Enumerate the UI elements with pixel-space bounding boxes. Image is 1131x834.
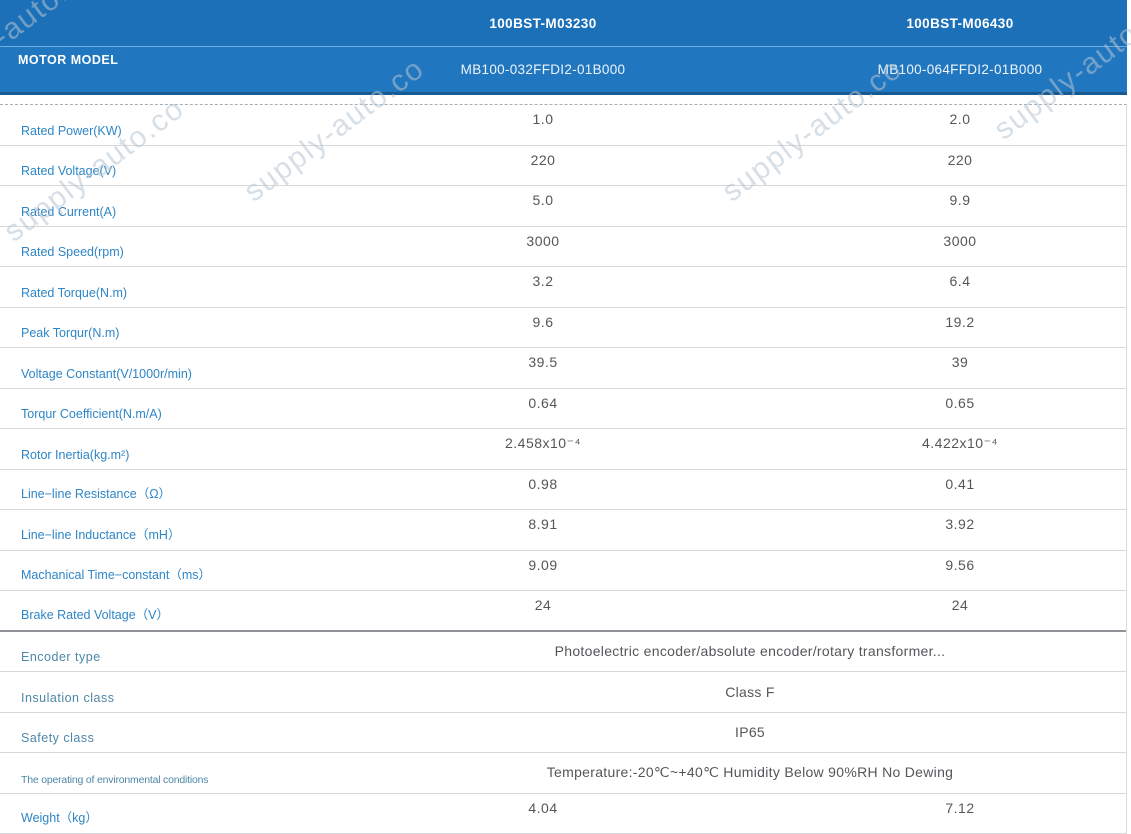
row-value-col2: 4.422x10⁻⁴ <box>921 435 998 451</box>
table-row: Line−line Resistance（Ω） 0.98 0.41 <box>0 470 1126 510</box>
row-label: Brake Rated Voltage（V） <box>21 607 169 622</box>
table-row: Machanical Time−constant（ms） 9.09 9.56 <box>0 551 1126 591</box>
row-value-col2: 0.65 <box>945 394 975 411</box>
table-row: Line−line Inductance（mH） 8.91 3.92 <box>0 510 1126 551</box>
table-row: Weight（kg） 4.04 7.12 <box>0 794 1126 834</box>
row-value-col2: 9.56 <box>945 556 975 573</box>
row-value-col1: 9.6 <box>532 313 554 330</box>
row-label: Machanical Time−constant（ms） <box>21 568 212 582</box>
table-row: Safety class IP65 <box>0 713 1126 753</box>
table-row: Encoder type Photoelectric encoder/absolu… <box>0 632 1126 672</box>
row-value-col2: 24 <box>951 597 969 613</box>
row-value-col2: 9.9 <box>949 192 971 208</box>
table-row: The operating of environmental condition… <box>0 753 1126 794</box>
row-label: Torqur Coefficient(N.m/A) <box>21 407 162 421</box>
motor-model-header-label: MOTOR MODEL <box>18 53 119 67</box>
row-label: Rated Current(A) <box>21 204 117 219</box>
row-label: Peak Torqur(N.m) <box>21 326 120 340</box>
header-code-row: MB100-032FFDI2-01B000 MB100-064FFDI2-01B… <box>0 47 1127 95</box>
row-value-col1: 4.04 <box>528 799 558 816</box>
table-row: Rated Current(A) 5.0 9.9 <box>0 186 1126 227</box>
row-value-col1: 24 <box>534 597 552 613</box>
row-label: Rated Voltage(V) <box>21 164 117 178</box>
row-label: Rated Torque(N.m) <box>21 285 128 300</box>
row-value-col2: 39 <box>951 354 969 370</box>
row-label: Rotor Inertia(kg.m²) <box>21 447 130 462</box>
row-value-col1: 0.64 <box>528 394 558 411</box>
row-value-col2: 220 <box>947 151 973 168</box>
table-row: Rated Speed(rpm) 3000 3000 <box>0 227 1126 267</box>
row-label: Rated Power(KW) <box>21 123 122 138</box>
row-span-value: Class F <box>725 683 775 700</box>
table-row: Rated Voltage(V) 220 220 <box>0 146 1126 186</box>
row-value-col2: 7.12 <box>945 799 975 816</box>
row-value-col1: 1.0 <box>532 111 554 127</box>
row-label: Insulation class <box>21 690 115 705</box>
table-body: Rated Power(KW) 1.0 2.0 Rated Voltage(V) 220… <box>0 104 1127 834</box>
row-label: The operating of environmental condition… <box>21 773 209 786</box>
row-value-col1: 5.0 <box>532 192 554 208</box>
row-value-col1: 39.5 <box>528 354 558 370</box>
column-model-1: 100BST-M03230 <box>489 15 597 31</box>
row-value-col1: 3.2 <box>532 273 554 289</box>
row-label: Line−line Resistance（Ω） <box>21 487 172 501</box>
row-value-col1: 0.98 <box>528 475 558 492</box>
row-label: Rated Speed(rpm) <box>21 245 124 259</box>
row-label: Safety class <box>21 731 95 745</box>
row-label: Line−line Inductance（mH） <box>21 527 181 542</box>
row-span-value: Temperature:-20℃~+40℃ Humidity Below 90%… <box>546 764 954 781</box>
row-value-col2: 3000 <box>943 232 977 249</box>
row-value-col1: 2.458x10⁻⁴ <box>504 435 581 451</box>
table-row: Torqur Coefficient(N.m/A) 0.64 0.65 <box>0 389 1126 429</box>
table-row: Peak Torqur(N.m) 9.6 19.2 <box>0 308 1126 348</box>
column-model-2: 100BST-M06430 <box>906 15 1014 31</box>
table-row: Rotor Inertia(kg.m²) 2.458x10⁻⁴ 4.422x10⁻⁴ <box>0 429 1126 470</box>
column-code-2: MB100-064FFDI2-01B000 <box>877 62 1043 77</box>
row-value-col2: 6.4 <box>949 273 971 289</box>
table-row: Insulation class Class F <box>0 672 1126 713</box>
table-header: 100BST-M03230 100BST-M06430 MB100-032FFD… <box>0 0 1127 95</box>
row-value-col1: 9.09 <box>528 556 558 573</box>
table-row: Brake Rated Voltage（V） 24 24 <box>0 591 1126 632</box>
row-value-col2: 19.2 <box>945 313 975 330</box>
row-span-value: Photoelectric encoder/absolute encoder/r… <box>554 643 946 660</box>
row-span-value: IP65 <box>735 724 765 741</box>
row-value-col1: 220 <box>530 151 556 168</box>
row-value-col1: 3000 <box>526 232 560 249</box>
row-value-col2: 2.0 <box>949 111 971 127</box>
row-value-col2: 3.92 <box>945 516 975 532</box>
row-label: Voltage Constant(V/1000r/min) <box>21 366 192 381</box>
row-value-col2: 0.41 <box>945 475 975 492</box>
row-value-col1: 8.91 <box>528 516 558 532</box>
row-label: Weight（kg） <box>21 811 98 825</box>
table-row: Rated Power(KW) 1.0 2.0 <box>0 105 1126 146</box>
column-code-1: MB100-032FFDI2-01B000 <box>460 62 626 77</box>
table-row: Rated Torque(N.m) 3.2 6.4 <box>0 267 1126 308</box>
table-row: Voltage Constant(V/1000r/min) 39.5 39 <box>0 348 1126 389</box>
row-label: Encoder type <box>21 650 101 664</box>
header-model-row: 100BST-M03230 100BST-M06430 <box>0 0 1127 47</box>
